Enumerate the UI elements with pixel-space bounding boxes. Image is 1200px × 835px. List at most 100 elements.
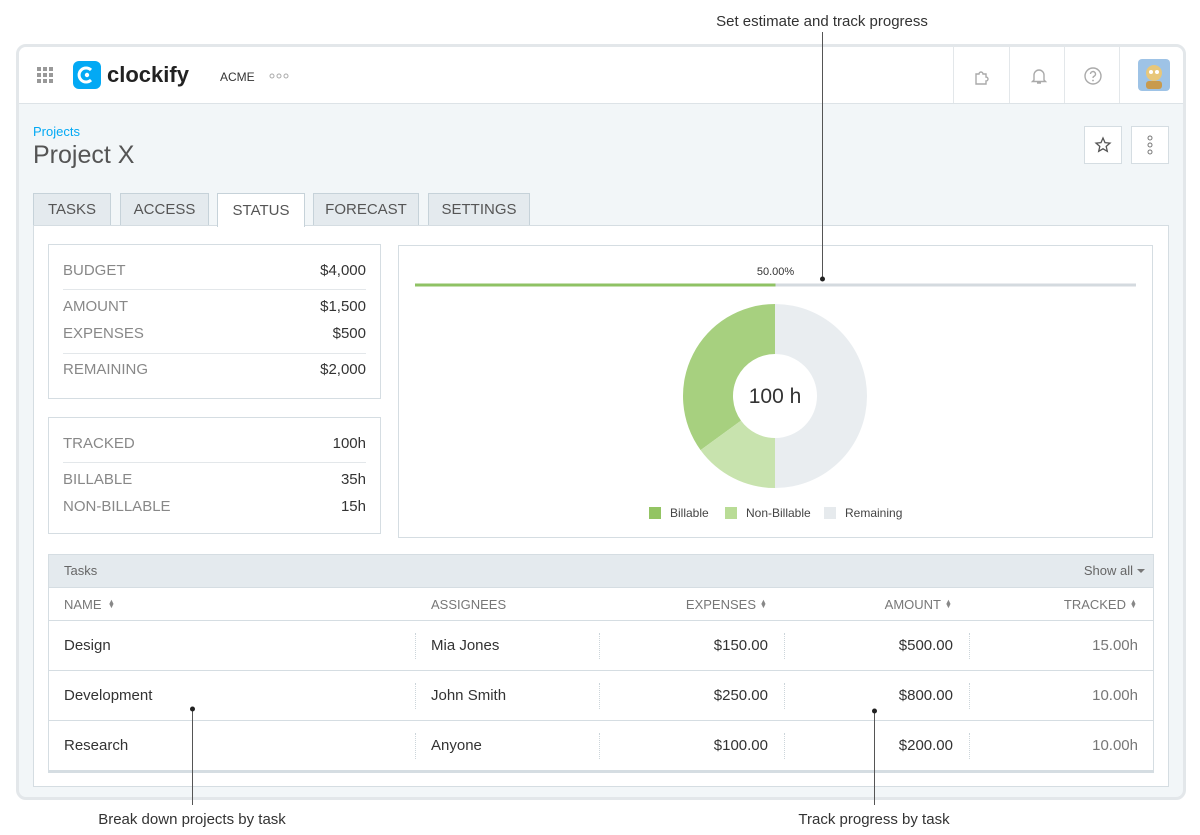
tab[interactable]: ACCESS <box>120 193 209 225</box>
stat-value: $500 <box>332 325 366 342</box>
favorite-button[interactable] <box>1084 126 1122 164</box>
workspace[interactable]: ACME <box>220 70 255 84</box>
table-cell: $100.00 <box>713 737 768 754</box>
dropdown-caret <box>1137 569 1145 573</box>
cell-divider <box>969 733 970 759</box>
legend-swatch <box>649 507 661 519</box>
tab[interactable]: FORECAST <box>313 193 419 225</box>
more-icon[interactable] <box>269 72 289 80</box>
stat-value: $2,000 <box>320 361 366 378</box>
legend-label: Non-Billable <box>746 506 811 520</box>
legend-swatch <box>725 507 737 519</box>
stat-value: 35h <box>340 471 366 488</box>
stat-label: AMOUNT <box>63 298 128 315</box>
table-cell: 10.00h <box>1092 687 1138 704</box>
cell-divider <box>969 633 970 659</box>
stat-label: NON-BILLABLE <box>63 498 171 515</box>
column-header[interactable]: EXPENSES <box>685 597 756 612</box>
table-cell: $800.00 <box>898 687 953 704</box>
donut-slice <box>775 304 867 488</box>
separator <box>63 462 366 463</box>
progress-label: 50.00% <box>757 266 795 278</box>
sort-icon: ▲ ▼ <box>944 597 953 610</box>
table-cell: $250.00 <box>713 687 768 704</box>
donut-slice <box>683 304 775 451</box>
avatar[interactable] <box>1138 59 1170 91</box>
cell-divider <box>415 733 416 759</box>
table-title: Tasks <box>64 563 98 578</box>
sort-icon: ▲ ▼ <box>107 597 116 610</box>
top-bar: clockify ACME <box>19 47 1183 104</box>
annotation: Set estimate and track progress <box>716 13 928 30</box>
apps-icon[interactable] <box>37 67 53 83</box>
tracking-card: TRACKED 100h BILLABLE 35h NON-BILLABLE 15h <box>48 417 381 534</box>
stat-label: BILLABLE <box>63 471 133 488</box>
cell-divider <box>415 633 416 659</box>
table-title-bar <box>49 555 1153 588</box>
divider <box>1064 47 1065 103</box>
budget-card: BUDGET $4,000 AMOUNT $1,500 EXPENSES $500 REMA… <box>48 244 381 399</box>
table-cell: $500.00 <box>898 637 953 654</box>
page-title: Project X <box>33 141 135 169</box>
divider <box>1119 47 1120 103</box>
logo-text[interactable]: clockify <box>107 62 189 87</box>
legend-label: Billable <box>670 506 709 520</box>
sort-icon: ▲ ▼ <box>759 597 768 610</box>
menu-button[interactable] <box>1131 126 1169 164</box>
table-cell: 15.00h <box>1092 637 1138 654</box>
logo-icon <box>73 61 101 89</box>
show-all[interactable]: Show all <box>1083 563 1133 578</box>
notifications-icon[interactable] <box>1029 66 1049 86</box>
table-cell: John Smith <box>431 687 507 704</box>
sort-icon: ▲ ▼ <box>1129 597 1138 610</box>
table-cell[interactable]: Research <box>64 737 129 754</box>
separator <box>63 353 366 354</box>
column-header[interactable]: ASSIGNEES <box>431 597 507 612</box>
tab[interactable]: TASKS <box>33 193 111 225</box>
cell-divider <box>784 733 785 759</box>
row-separator <box>49 720 1153 721</box>
column-header[interactable]: TRACKED <box>1063 597 1126 612</box>
column-header[interactable]: NAME <box>64 597 102 612</box>
tab[interactable]: SETTINGS <box>428 193 530 225</box>
stat-label: TRACKED <box>63 435 135 452</box>
integrations-icon[interactable] <box>972 66 992 86</box>
separator <box>63 289 366 290</box>
center-label: 100 h <box>749 385 802 408</box>
stat-value: 100h <box>332 435 366 452</box>
cell-divider <box>784 683 785 709</box>
divider <box>1009 47 1010 103</box>
legend-label: Remaining <box>845 506 902 520</box>
donut-slice <box>700 420 775 488</box>
stat-label: EXPENSES <box>63 325 144 342</box>
cell-divider <box>969 683 970 709</box>
row-separator <box>49 620 1153 621</box>
divider <box>953 47 954 103</box>
legend-swatch <box>824 507 836 519</box>
table-cell: Mia Jones <box>431 637 500 654</box>
app-window: clockify ACME Projects Project X BUDGET $… <box>16 44 1186 800</box>
breadcrumb[interactable]: Projects <box>33 124 80 139</box>
chart: 50.00% 100 h Billable Non-Billable Remaining <box>415 266 1136 520</box>
cell-divider <box>599 683 600 709</box>
stat-label: REMAINING <box>63 361 149 378</box>
cell-divider <box>599 733 600 759</box>
tab[interactable]: STATUS <box>217 193 305 227</box>
cell-divider <box>784 633 785 659</box>
annotation: Break down projects by task <box>98 811 286 828</box>
cell-divider <box>599 633 600 659</box>
stat-value: $1,500 <box>320 298 366 315</box>
table-cell[interactable]: Development <box>64 687 153 704</box>
table-cell[interactable]: Design <box>64 637 111 654</box>
table-cell: 10.00h <box>1092 737 1138 754</box>
column-header[interactable]: AMOUNT <box>884 597 941 612</box>
tasks-table: Tasks Show all NAME ▲ ▼ ASSIGNEES EXPENSES ▲ ▼ AM… <box>48 554 1154 773</box>
annotation: Track progress by task <box>798 811 950 828</box>
stat-value: $4,000 <box>320 262 366 279</box>
table-cell: Anyone <box>431 737 482 754</box>
row-separator <box>49 670 1153 671</box>
help-icon[interactable] <box>1083 66 1103 86</box>
chart-card: 50.00% 100 h Billable Non-Billable Remaining <box>398 245 1153 538</box>
stat-label: BUDGET <box>63 262 126 279</box>
